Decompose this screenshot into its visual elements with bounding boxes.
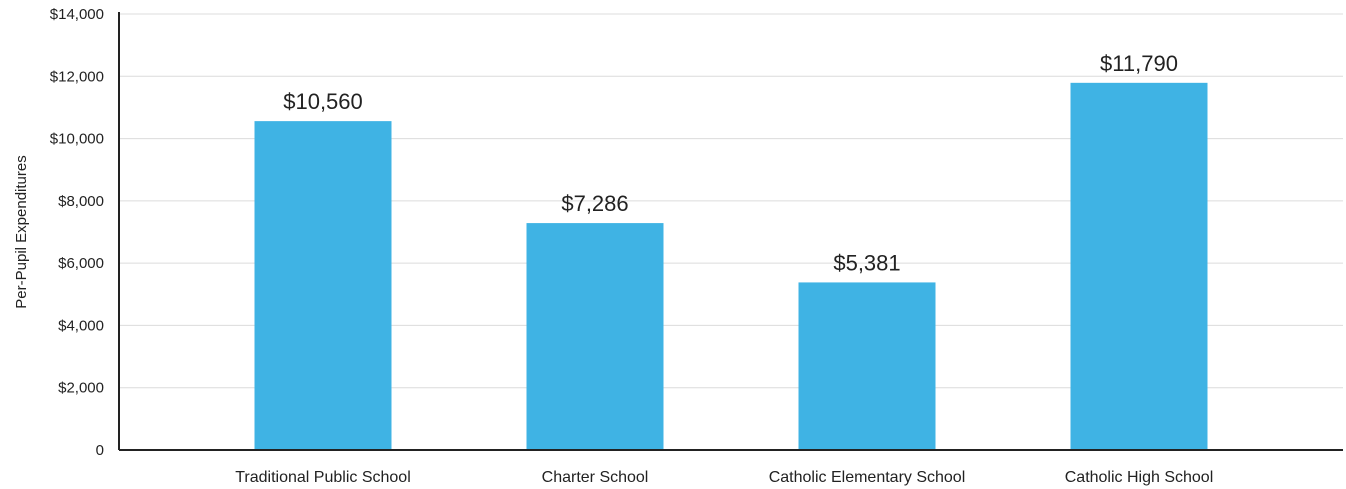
y-tick-label: $10,000	[50, 131, 104, 148]
bars	[254, 82, 1208, 450]
bar-value-label: $5,381	[833, 250, 900, 275]
y-tick-label: $6,000	[58, 255, 104, 272]
bar	[798, 282, 936, 450]
y-tick-label: $14,000	[50, 6, 104, 23]
bar	[1070, 82, 1208, 450]
y-axis-ticks: 0 $2,000 $4,000 $6,000 $8,000 $10,000 $12,000 $…	[50, 6, 104, 459]
bar-value-label: $7,286	[561, 191, 628, 216]
x-tick-label: Catholic Elementary School	[769, 469, 966, 486]
x-axis-categories: Traditional Public School Charter School C…	[235, 469, 1213, 486]
bar-value-label: $11,790	[1100, 51, 1178, 76]
x-tick-label: Catholic High School	[1065, 469, 1214, 486]
y-tick-label: $12,000	[50, 68, 104, 85]
value-labels: $10,560 $7,286 $5,381 $11,790	[283, 51, 1178, 276]
y-tick-label: $2,000	[58, 380, 104, 397]
bar-value-label: $10,560	[283, 89, 363, 114]
bar	[526, 223, 664, 450]
y-tick-label: $8,000	[58, 193, 104, 210]
x-tick-label: Traditional Public School	[235, 469, 411, 486]
bar	[254, 121, 392, 450]
y-tick-label: $4,000	[58, 317, 104, 334]
x-tick-label: Charter School	[542, 469, 649, 486]
y-axis-label: Per-Pupil Expenditures	[13, 155, 30, 308]
y-tick-label: 0	[96, 442, 104, 459]
